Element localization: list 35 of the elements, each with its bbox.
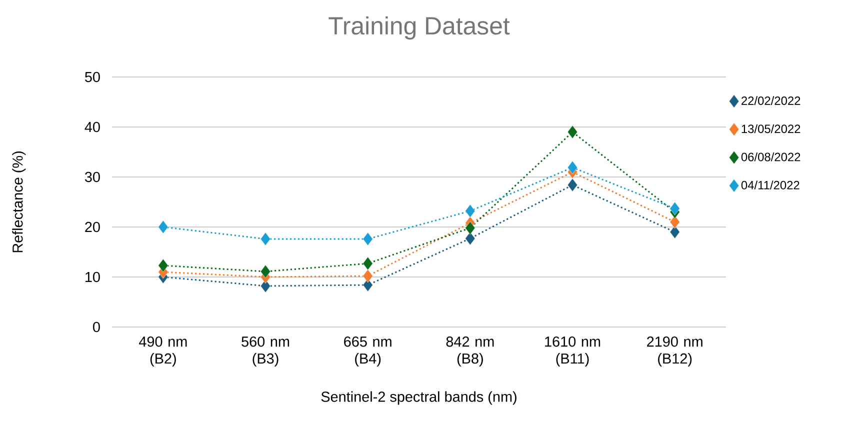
point — [362, 256, 373, 270]
point — [362, 232, 373, 246]
y-tick-label: 10 — [86, 272, 100, 282]
point — [260, 232, 271, 246]
y-tick-label: 20 — [85, 222, 100, 232]
point — [567, 125, 578, 139]
point — [362, 269, 373, 283]
point — [260, 264, 271, 278]
point — [465, 204, 476, 218]
legend-label: 22/02/2022 — [742, 96, 800, 105]
x-tick-label: 665 nm (B4) — [344, 336, 392, 367]
y-tick-label: 50 — [85, 72, 100, 82]
y-axis-title: Reflectance (%) — [12, 152, 26, 252]
point — [465, 221, 476, 235]
y-tick-label: 30 — [84, 172, 100, 182]
x-axis-title: Sentinel-2 spectral bands (nm) — [321, 391, 516, 405]
chart-title: Training Dataset — [328, 16, 510, 40]
point — [670, 225, 680, 239]
x-tick-label: 490 nm (B2) — [139, 336, 187, 367]
point — [567, 160, 578, 174]
x-tick-label: 842 nm (B8) — [446, 336, 494, 367]
y-tick-label: 40 — [84, 122, 100, 132]
x-tick-label: 2190 nm (B12) — [647, 336, 702, 367]
legend-label: 04/11/2022 — [741, 180, 800, 190]
point — [465, 232, 476, 246]
point — [158, 258, 168, 272]
point — [670, 215, 680, 229]
x-tick-label: 560 nm (B3) — [242, 336, 290, 367]
legend-label: 06/08/2022 — [741, 152, 800, 162]
x-tick-label: 1610 nm (B11) — [545, 336, 600, 367]
legend-label: 13/05/2022 — [742, 124, 800, 134]
point — [670, 202, 680, 216]
point — [158, 220, 168, 234]
point — [567, 178, 578, 192]
y-tick-label: 0 — [93, 322, 100, 332]
